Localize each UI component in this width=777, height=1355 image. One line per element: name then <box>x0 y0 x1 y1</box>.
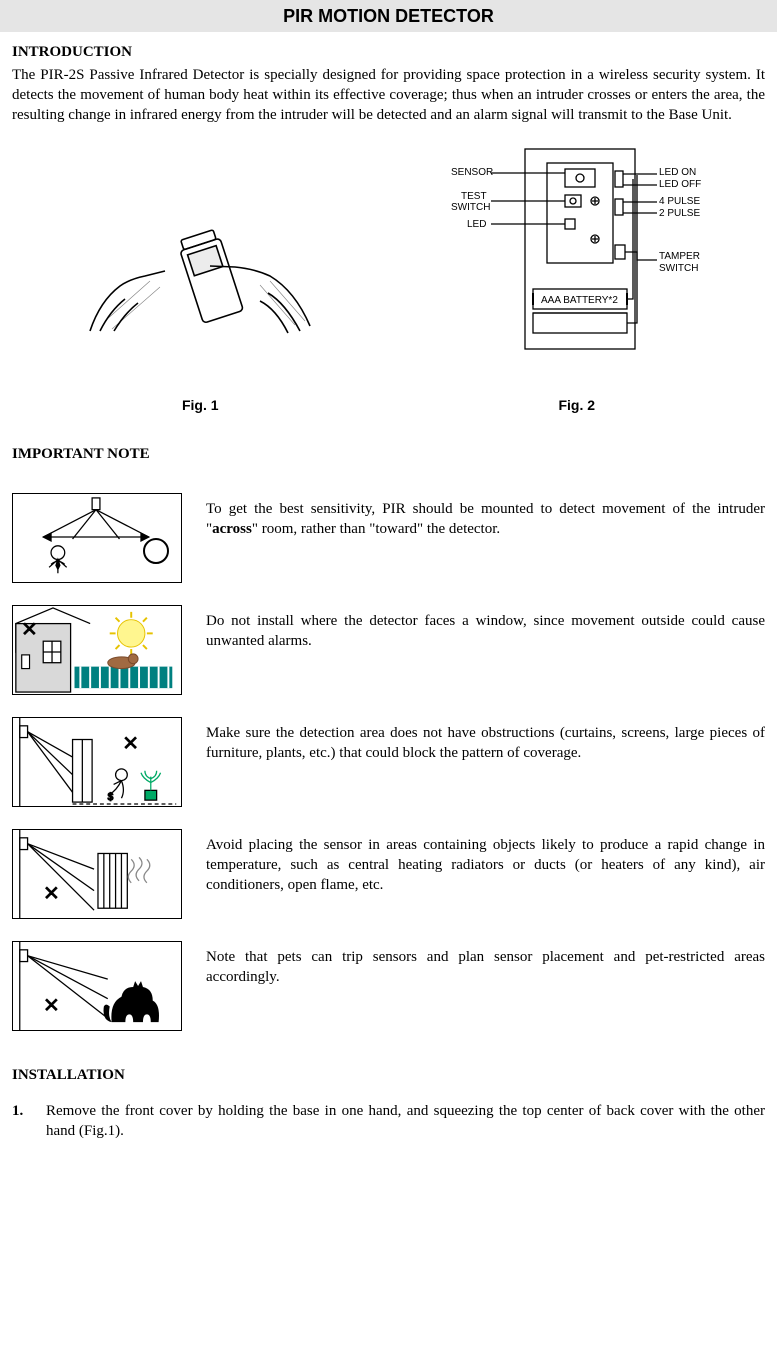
fig2-label-sensor: SENSOR <box>451 167 493 178</box>
figure-2-illustration: SENSOR TEST SWITCH LED LED ON LED OFF 4 … <box>447 141 707 371</box>
important-heading: IMPORTANT NOTE <box>12 444 765 464</box>
mark-wrong-icon <box>21 614 38 640</box>
figure-2: SENSOR TEST SWITCH LED LED ON LED OFF 4 … <box>447 141 707 414</box>
mark-correct-icon <box>143 538 169 564</box>
fig2-label-led-off: LED OFF <box>659 179 701 190</box>
figures-row: Fig. 1 <box>12 141 765 414</box>
note-icon-4 <box>12 829 182 919</box>
note-row-5: Note that pets can trip sensors and plan… <box>12 941 765 1031</box>
mark-wrong-icon <box>122 728 139 754</box>
fig2-label-4pulse: 4 PULSE <box>659 196 700 207</box>
figure-1: Fig. 1 <box>70 181 330 414</box>
note-icon-3: $ <box>12 717 182 807</box>
install-num-1: 1. <box>12 1101 46 1142</box>
note-text-4: Avoid placing the sensor in areas contai… <box>206 829 765 896</box>
fig2-label-battery: AAA BATTERY*2 <box>541 295 618 306</box>
installation-heading: INSTALLATION <box>12 1065 765 1085</box>
intro-heading: INTRODUCTION <box>12 42 765 62</box>
svg-text:$: $ <box>108 792 114 803</box>
fig2-label-led: LED <box>467 219 486 230</box>
fig2-label-tamper1: TAMPER <box>659 251 700 262</box>
mark-wrong-icon <box>43 878 60 904</box>
fig2-label-2pulse: 2 PULSE <box>659 208 700 219</box>
mark-wrong-icon <box>43 990 60 1016</box>
note-icon-1 <box>12 493 182 583</box>
fig2-label-led-on: LED ON <box>659 167 696 178</box>
note-row-3: $ Make sure the detection area does not … <box>12 717 765 807</box>
note-text-1: To get the best sensitivity, PIR should … <box>206 493 765 540</box>
fig2-label-switch: SWITCH <box>451 202 490 213</box>
figure-2-caption: Fig. 2 <box>447 396 707 415</box>
page-title: PIR MOTION DETECTOR <box>0 0 777 32</box>
fig2-label-tamper2: SWITCH <box>659 263 698 274</box>
figure-1-caption: Fig. 1 <box>70 396 330 415</box>
note-icon-5 <box>12 941 182 1031</box>
note-row-4: Avoid placing the sensor in areas contai… <box>12 829 765 919</box>
note-row-1: To get the best sensitivity, PIR should … <box>12 493 765 583</box>
fig2-label-test: TEST <box>461 191 487 202</box>
install-text-1: Remove the front cover by holding the ba… <box>46 1101 765 1142</box>
note-text-2: Do not install where the detector faces … <box>206 605 765 652</box>
intro-text: The PIR-2S Passive Infrared Detector is … <box>12 65 765 126</box>
note-icon-2 <box>12 605 182 695</box>
figure-1-illustration <box>70 181 330 381</box>
note-text-3: Make sure the detection area does not ha… <box>206 717 765 764</box>
note-text-5: Note that pets can trip sensors and plan… <box>206 941 765 988</box>
install-item-1: 1. Remove the front cover by holding the… <box>12 1101 765 1142</box>
note-row-2: Do not install where the detector faces … <box>12 605 765 695</box>
